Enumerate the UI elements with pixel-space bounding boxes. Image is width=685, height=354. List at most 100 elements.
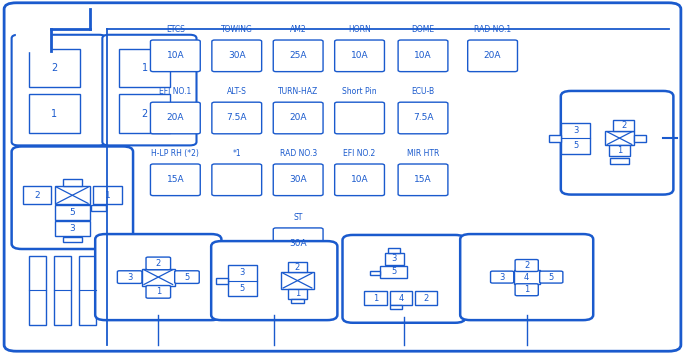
Bar xyxy=(63,237,82,242)
FancyBboxPatch shape xyxy=(273,102,323,134)
FancyBboxPatch shape xyxy=(273,164,323,196)
Bar xyxy=(228,265,257,296)
FancyBboxPatch shape xyxy=(212,102,262,134)
Text: 1: 1 xyxy=(155,287,161,296)
Text: 7.5A: 7.5A xyxy=(413,114,433,122)
FancyBboxPatch shape xyxy=(95,234,221,320)
Text: ETCS: ETCS xyxy=(166,25,185,34)
Text: 4: 4 xyxy=(524,273,530,281)
FancyBboxPatch shape xyxy=(12,35,105,145)
Text: 5: 5 xyxy=(69,208,75,217)
Bar xyxy=(142,269,175,286)
Text: 30A: 30A xyxy=(289,239,307,248)
Text: 3: 3 xyxy=(69,224,75,233)
FancyBboxPatch shape xyxy=(273,40,323,72)
Bar xyxy=(23,186,51,204)
Bar xyxy=(549,135,562,142)
Text: 2: 2 xyxy=(524,261,530,270)
Bar xyxy=(55,186,90,204)
FancyBboxPatch shape xyxy=(211,241,338,320)
Bar xyxy=(610,158,629,164)
Polygon shape xyxy=(16,9,90,51)
Text: EFI NO.2: EFI NO.2 xyxy=(343,149,375,158)
FancyBboxPatch shape xyxy=(273,228,323,259)
Text: 2: 2 xyxy=(51,63,57,73)
Text: 25A: 25A xyxy=(289,51,307,60)
Bar xyxy=(388,248,400,252)
Text: 1: 1 xyxy=(51,109,57,119)
FancyBboxPatch shape xyxy=(151,102,200,134)
FancyBboxPatch shape xyxy=(398,40,448,72)
FancyBboxPatch shape xyxy=(146,286,171,298)
Bar xyxy=(119,95,170,133)
Text: 30A: 30A xyxy=(228,51,245,60)
Bar xyxy=(29,95,80,133)
Text: 2: 2 xyxy=(155,259,161,268)
Text: 10A: 10A xyxy=(351,51,369,60)
Bar xyxy=(514,270,540,284)
FancyBboxPatch shape xyxy=(151,40,200,72)
Bar xyxy=(63,179,82,186)
Bar xyxy=(613,120,634,131)
Text: RAD NO.3: RAD NO.3 xyxy=(279,149,316,158)
FancyBboxPatch shape xyxy=(490,271,514,283)
Text: 20A: 20A xyxy=(289,114,307,122)
Bar xyxy=(288,289,307,299)
Bar xyxy=(55,205,90,220)
Text: 2: 2 xyxy=(621,121,626,130)
FancyBboxPatch shape xyxy=(398,102,448,134)
Text: 1: 1 xyxy=(617,146,622,155)
Text: 15A: 15A xyxy=(166,175,184,184)
Bar xyxy=(281,272,314,289)
FancyBboxPatch shape xyxy=(335,102,384,134)
Bar xyxy=(371,271,380,275)
Text: 1: 1 xyxy=(295,290,300,298)
FancyBboxPatch shape xyxy=(468,40,517,72)
FancyBboxPatch shape xyxy=(540,271,563,283)
Text: 20A: 20A xyxy=(166,114,184,122)
Text: 5: 5 xyxy=(549,273,554,281)
Bar xyxy=(119,49,170,87)
Text: DOME: DOME xyxy=(412,25,434,34)
Text: 1: 1 xyxy=(373,294,378,303)
Bar xyxy=(79,256,96,325)
Text: 3: 3 xyxy=(240,268,245,277)
FancyBboxPatch shape xyxy=(460,234,593,320)
Text: 20A: 20A xyxy=(484,51,501,60)
Bar xyxy=(385,252,404,265)
Bar xyxy=(54,256,71,325)
Text: 30A: 30A xyxy=(289,175,307,184)
Text: 10A: 10A xyxy=(414,51,432,60)
FancyBboxPatch shape xyxy=(102,35,197,145)
FancyBboxPatch shape xyxy=(12,147,133,249)
FancyBboxPatch shape xyxy=(398,164,448,196)
FancyBboxPatch shape xyxy=(4,3,681,351)
Text: 3: 3 xyxy=(573,126,579,135)
Bar xyxy=(291,299,303,303)
Bar xyxy=(605,131,634,145)
FancyBboxPatch shape xyxy=(561,91,673,195)
Bar xyxy=(562,122,590,154)
Text: ALT-S: ALT-S xyxy=(227,87,247,96)
Text: 5: 5 xyxy=(573,141,578,150)
FancyBboxPatch shape xyxy=(212,40,262,72)
Text: ST: ST xyxy=(293,213,303,222)
Text: Short Pin: Short Pin xyxy=(342,87,377,96)
Bar xyxy=(609,145,630,156)
Text: 7.5A: 7.5A xyxy=(227,114,247,122)
Bar xyxy=(364,291,387,305)
Text: 3: 3 xyxy=(392,254,397,263)
Bar xyxy=(55,221,90,236)
FancyBboxPatch shape xyxy=(212,164,262,196)
FancyBboxPatch shape xyxy=(117,271,142,284)
FancyBboxPatch shape xyxy=(151,164,200,196)
Bar xyxy=(93,186,122,204)
Bar xyxy=(634,135,646,142)
Text: 10A: 10A xyxy=(351,175,369,184)
Text: 2: 2 xyxy=(34,191,40,200)
Text: *1: *1 xyxy=(232,149,241,158)
FancyBboxPatch shape xyxy=(515,284,538,296)
Text: 5: 5 xyxy=(391,267,397,276)
Text: RAD NO.1: RAD NO.1 xyxy=(474,25,511,34)
Bar xyxy=(390,305,402,309)
